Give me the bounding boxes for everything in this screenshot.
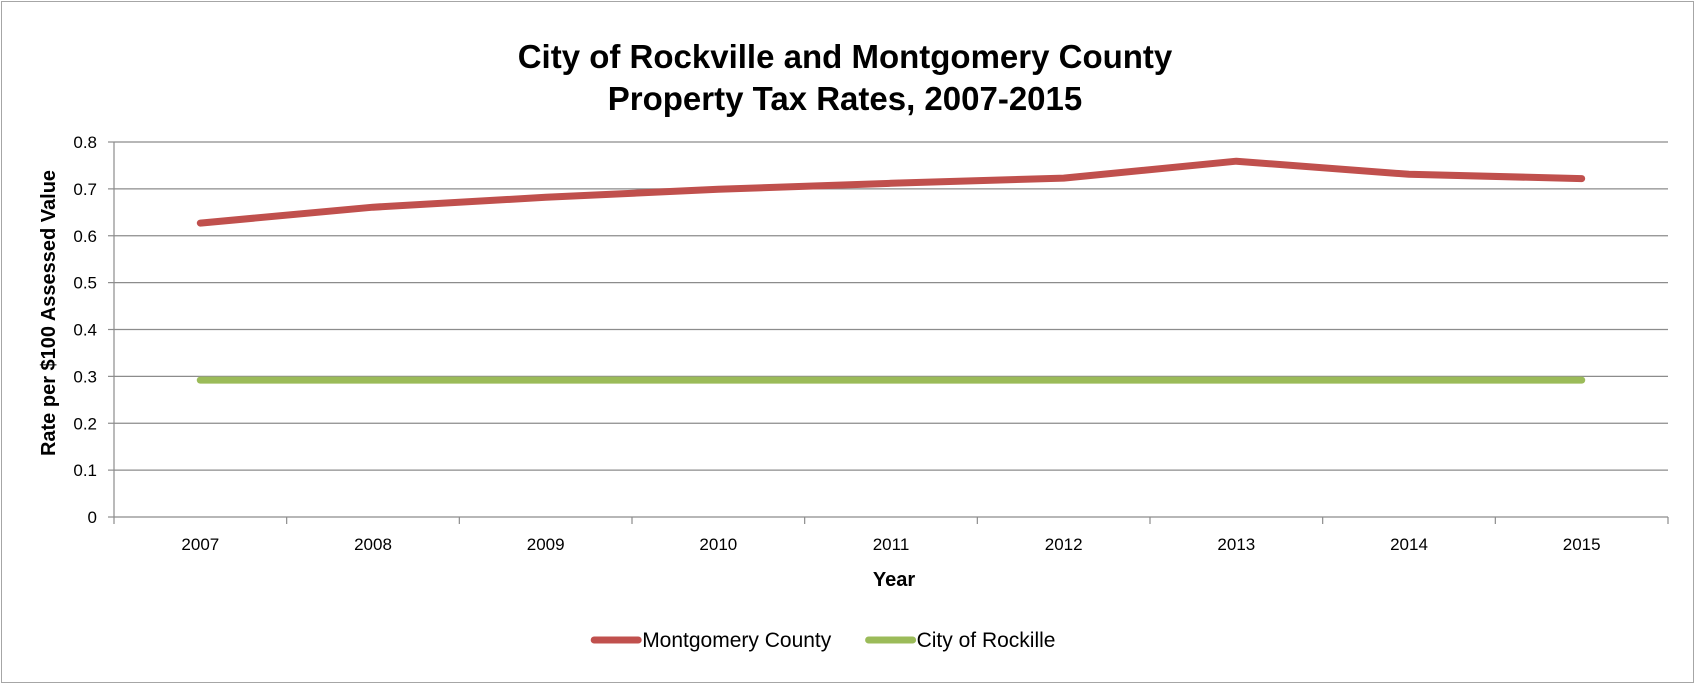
x-tick-label-2014: 2014 [1390, 535, 1428, 554]
x-tick-label-2007: 2007 [181, 535, 219, 554]
series-lines [196, 157, 1586, 384]
series-line-montgomery-county [196, 157, 1586, 227]
x-tick-label-2015: 2015 [1563, 535, 1601, 554]
legend: Montgomery County City of Rockille [590, 629, 1056, 652]
y-tick-label: 0 [88, 508, 97, 527]
tick-labels: 0 0.1 0.2 0.3 0.4 0.5 0.6 0.7 0.8 2007 2008 2009 201… [73, 133, 1600, 554]
x-tick-label-2008: 2008 [354, 535, 392, 554]
y-tick-label: 0.1 [73, 461, 97, 480]
gridlines [114, 141, 1668, 471]
y-tick-label: 0.5 [73, 274, 97, 293]
y-axis-title: Rate per $100 Assessed Value [38, 170, 60, 456]
legend-label-city-of-rockille: City of Rockille [917, 629, 1056, 652]
y-tick-label: 0.3 [73, 367, 97, 386]
y-tick-label: 0.4 [73, 321, 97, 340]
y-tick-label: 0.7 [73, 180, 97, 199]
axes [108, 141, 1669, 524]
legend-label-montgomery-county: Montgomery County [642, 629, 832, 652]
y-tick-label: 0.2 [73, 414, 97, 433]
x-tick-label-2011: 2011 [873, 535, 910, 554]
chart-title-line-2: Property Tax Rates, 2007-2015 [608, 80, 1083, 117]
chart-title-line-1: City of Rockville and Montgomery County [518, 38, 1173, 75]
y-tick-label: 0.6 [73, 227, 97, 246]
x-tick-label-2012: 2012 [1045, 535, 1083, 554]
x-tick-label-2009: 2009 [527, 535, 565, 554]
chart-title: City of Rockville and Montgomery County … [518, 38, 1173, 117]
x-axis-title: Year [873, 569, 915, 591]
x-tick-label-2013: 2013 [1217, 535, 1255, 554]
y-tick-label: 0.8 [73, 133, 97, 152]
x-tick-label-2010: 2010 [699, 535, 737, 554]
